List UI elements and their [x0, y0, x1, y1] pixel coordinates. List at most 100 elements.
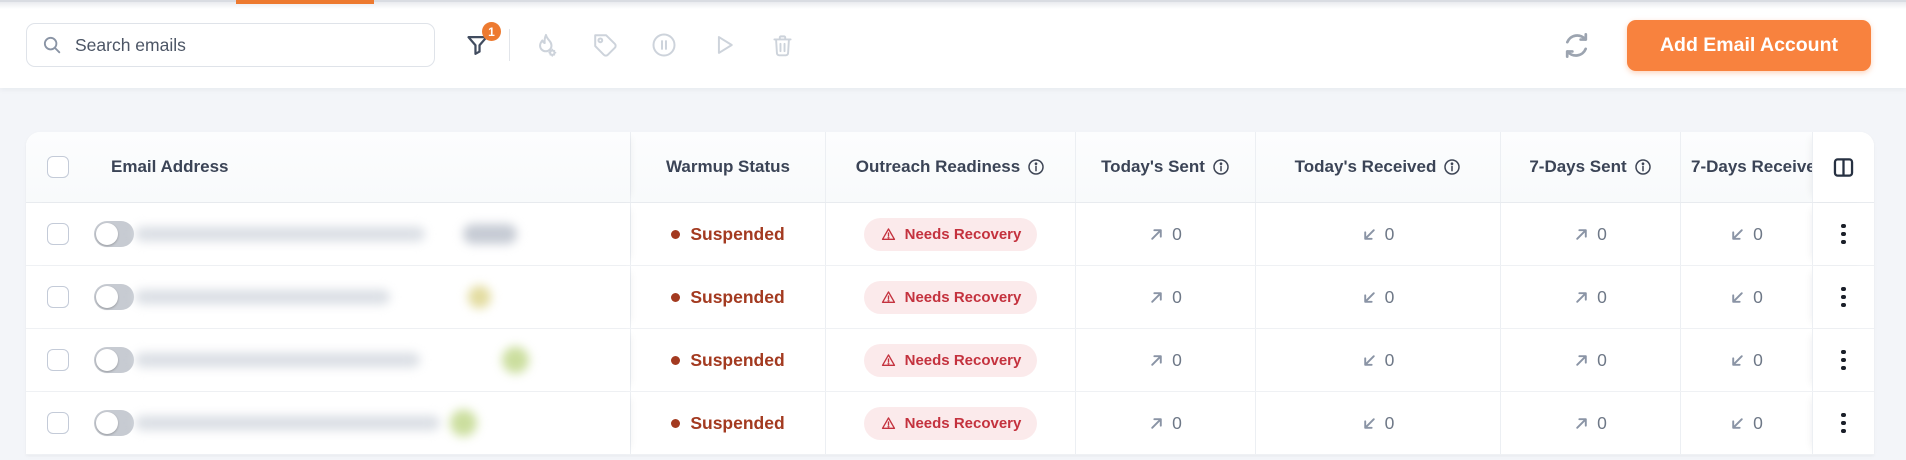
todays-sent-cell: 0: [1075, 392, 1255, 454]
email-address-redacted: [135, 226, 425, 242]
account-toggle[interactable]: [94, 347, 134, 373]
row-menu-button[interactable]: [1835, 407, 1852, 440]
refresh-button[interactable]: [1559, 25, 1595, 65]
email-cell: [26, 392, 630, 454]
warmup-status-cell: Suspended: [630, 392, 825, 454]
sent-arrow-icon: [1151, 354, 1162, 366]
header-email-address: Email Address: [26, 132, 630, 202]
outreach-readiness-cell: Needs Recovery: [825, 392, 1075, 454]
metric-value: 0: [1384, 412, 1395, 433]
warning-icon: [881, 290, 895, 303]
needs-recovery-badge: Needs Recovery: [863, 217, 1038, 251]
email-tag-redacted: [468, 285, 491, 309]
sent-arrow-icon: [1576, 228, 1587, 240]
todays-received-cell: 0: [1255, 203, 1500, 265]
metric-value: 0: [1172, 349, 1182, 370]
header-todays-sent: Today's Sent: [1075, 132, 1255, 202]
toggle-knob: [96, 412, 118, 434]
search-box[interactable]: [26, 23, 435, 67]
metric-value: 0: [1597, 286, 1607, 307]
column-settings-icon[interactable]: [1831, 155, 1856, 180]
warmup-status-label: Suspended: [690, 349, 785, 370]
column-label: Email Address: [111, 157, 229, 176]
metric-value: 0: [1172, 412, 1182, 433]
search-input[interactable]: [75, 34, 420, 56]
email-cell: [26, 329, 630, 391]
table-row: Suspended Needs Recovery 0 0 0 0: [26, 203, 1874, 266]
email-address-redacted: [135, 352, 420, 368]
account-toggle[interactable]: [94, 410, 134, 436]
readiness-label: Needs Recovery: [904, 288, 1022, 306]
delete-button[interactable]: [764, 25, 800, 65]
todays-sent-cell: 0: [1075, 266, 1255, 328]
row-checkbox[interactable]: [47, 286, 69, 308]
actions-cell: [1812, 392, 1874, 454]
account-toggle[interactable]: [94, 284, 134, 310]
table-row: Suspended Needs Recovery 0 0 0 0: [26, 392, 1874, 455]
received-arrow-icon: [1363, 354, 1375, 366]
metric-value: 0: [1384, 223, 1395, 244]
select-all-checkbox[interactable]: [47, 156, 69, 178]
metric-value: 0: [1384, 286, 1395, 307]
received-arrow-icon: [1363, 417, 1375, 429]
status-dot: [671, 355, 681, 365]
tab-bar-shadow: [0, 2, 1906, 9]
row-menu-button[interactable]: [1835, 281, 1852, 314]
status-dot: [671, 229, 681, 239]
bulk-action-icons: [528, 25, 800, 65]
received-arrow-icon: [1732, 417, 1743, 429]
row-menu-button[interactable]: [1835, 344, 1852, 377]
received-arrow-icon: [1363, 291, 1375, 303]
metric-value: 0: [1753, 223, 1763, 244]
readiness-label: Needs Recovery: [904, 351, 1022, 369]
warmup-status-label: Suspended: [690, 286, 785, 307]
sent-arrow-icon: [1151, 228, 1162, 240]
header-7days-received: 7-Days Received: [1680, 132, 1812, 202]
row-menu-button[interactable]: [1835, 218, 1852, 251]
add-email-account-button[interactable]: Add Email Account: [1626, 19, 1871, 71]
warmup-settings-button[interactable]: [528, 25, 564, 65]
sent-arrow-icon: [1151, 291, 1162, 303]
outreach-readiness-cell: Needs Recovery: [825, 329, 1075, 391]
email-cell: [26, 203, 630, 265]
toolbar-right: Add Email Account: [1559, 19, 1871, 71]
info-icon[interactable]: [1634, 158, 1652, 176]
email-tag-redacted: [450, 409, 477, 437]
metric-value: 0: [1597, 349, 1607, 370]
column-label: Warmup Status: [665, 157, 791, 176]
tag-button[interactable]: [587, 25, 623, 65]
info-icon[interactable]: [1027, 158, 1045, 176]
actions-cell: [1812, 329, 1874, 391]
table-header-row: Email Address Warmup Status Outreach Rea…: [26, 132, 1874, 203]
row-checkbox[interactable]: [47, 412, 69, 434]
pause-icon: [652, 33, 676, 57]
info-icon[interactable]: [1212, 158, 1230, 176]
pause-button[interactable]: [646, 25, 682, 65]
sent-arrow-icon: [1576, 291, 1587, 303]
warmup-status-cell: Suspended: [630, 266, 825, 328]
account-toggle[interactable]: [94, 221, 134, 247]
email-cell: [26, 266, 630, 328]
needs-recovery-badge: Needs Recovery: [863, 280, 1038, 314]
header-todays-received: Today's Received: [1255, 132, 1500, 202]
metric-value: 0: [1597, 412, 1607, 433]
email-tag-redacted: [463, 224, 517, 244]
header-outreach-readiness: Outreach Readiness: [825, 132, 1075, 202]
received-arrow-icon: [1732, 228, 1743, 240]
warmup-status-cell: Suspended: [630, 329, 825, 391]
sent-arrow-icon: [1151, 417, 1162, 429]
readiness-label: Needs Recovery: [904, 225, 1022, 243]
info-icon[interactable]: [1443, 158, 1461, 176]
play-button[interactable]: [705, 25, 741, 65]
metric-value: 0: [1753, 412, 1763, 433]
row-checkbox[interactable]: [47, 223, 69, 245]
toggle-knob: [96, 223, 118, 245]
actions-cell: [1812, 266, 1874, 328]
header-7days-sent: 7-Days Sent: [1500, 132, 1680, 202]
table-row: Suspended Needs Recovery 0 0 0 0: [26, 266, 1874, 329]
filter-button[interactable]: 1: [459, 22, 501, 65]
search-icon: [43, 36, 61, 54]
column-label: Today's Sent: [1101, 157, 1205, 176]
row-checkbox[interactable]: [47, 349, 69, 371]
refresh-icon: [1566, 32, 1588, 58]
